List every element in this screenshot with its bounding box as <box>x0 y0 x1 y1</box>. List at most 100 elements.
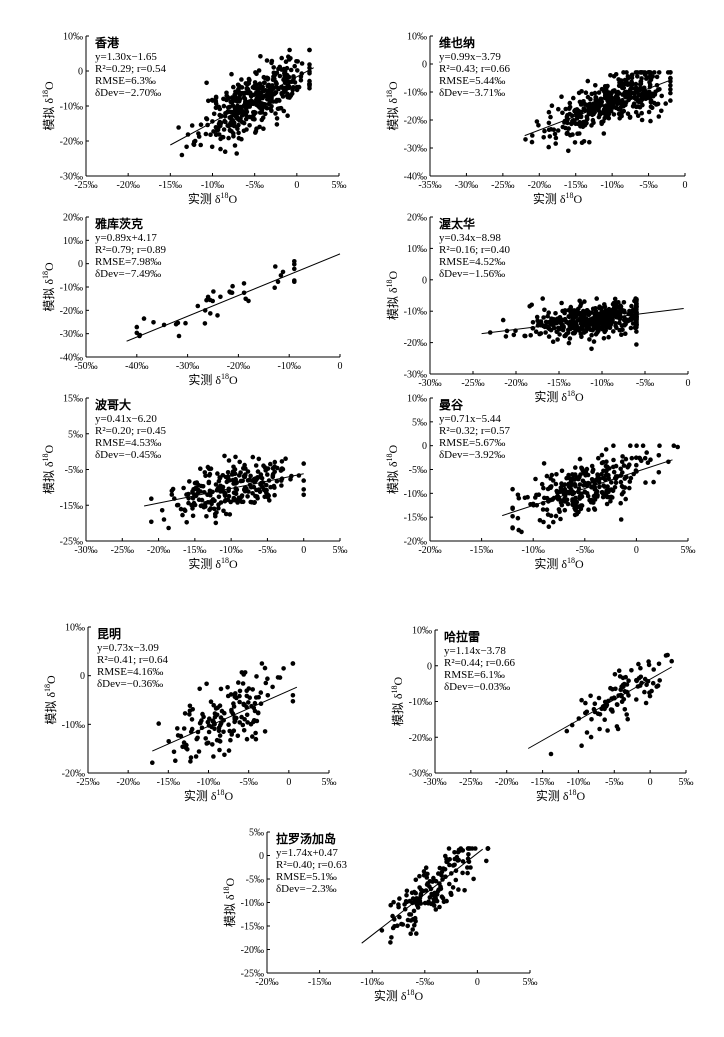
y-tick-label: -10‰ <box>404 307 427 318</box>
data-point <box>588 693 593 699</box>
data-point <box>171 749 177 755</box>
data-point <box>456 887 461 892</box>
data-point <box>590 306 596 312</box>
data-point <box>408 931 414 936</box>
data-point <box>577 496 582 501</box>
data-point <box>252 85 257 91</box>
data-point <box>566 106 572 111</box>
data-point <box>656 661 662 667</box>
data-point <box>229 707 234 713</box>
data-point <box>213 132 219 138</box>
data-point <box>572 108 577 114</box>
data-point <box>593 83 598 88</box>
data-point <box>232 719 237 725</box>
data-point <box>243 116 249 122</box>
data-point <box>278 273 284 278</box>
data-point <box>657 443 662 449</box>
data-point <box>389 935 394 940</box>
y-tick-label: -5‰ <box>246 875 264 886</box>
data-point <box>269 104 274 109</box>
data-point <box>190 495 196 501</box>
data-point <box>205 740 211 746</box>
data-point <box>634 322 639 327</box>
data-point <box>242 717 247 722</box>
y-axis-title-element: O <box>42 81 56 90</box>
x-axis-title-mass: 18 <box>216 788 224 797</box>
data-point <box>258 472 264 477</box>
data-point <box>621 697 627 702</box>
data-point <box>579 743 584 748</box>
y-axis-title-element: O <box>391 677 405 686</box>
data-point <box>629 455 635 461</box>
data-point <box>240 681 246 686</box>
data-point <box>431 893 437 898</box>
data-point <box>282 69 288 74</box>
y-axis-title: 模拟 δ18O <box>385 81 400 131</box>
data-point <box>668 83 673 88</box>
data-point <box>187 703 193 709</box>
data-point <box>239 85 245 90</box>
data-point <box>156 721 161 726</box>
data-point <box>226 135 231 141</box>
data-point <box>588 734 594 740</box>
data-point <box>218 715 224 720</box>
fit-annotation: RMSE=7.98‰ <box>95 256 161 268</box>
data-point <box>567 111 572 117</box>
data-point <box>622 310 627 315</box>
x-axis-title-element: O <box>228 192 237 206</box>
data-point <box>642 72 648 77</box>
y-tick-label: 5‰ <box>68 429 83 440</box>
x-tick-label: 5‰ <box>333 545 348 556</box>
data-point <box>408 918 414 923</box>
data-point <box>591 339 597 344</box>
fit-annotation: y=1.14x−3.78 <box>444 645 506 657</box>
data-point <box>452 850 457 855</box>
data-point <box>178 506 184 512</box>
data-point <box>221 103 227 109</box>
data-point <box>537 331 542 337</box>
data-point <box>435 888 441 894</box>
data-point <box>239 119 245 125</box>
data-point <box>263 468 269 473</box>
data-point <box>629 73 635 78</box>
y-tick-label: 0 <box>259 851 264 862</box>
data-point <box>566 148 571 154</box>
data-point <box>642 676 648 682</box>
data-point <box>232 471 238 477</box>
y-tick-label: -10‰ <box>62 720 85 731</box>
data-point <box>286 54 291 59</box>
data-point <box>618 479 624 485</box>
data-point <box>592 507 598 512</box>
data-point <box>253 102 259 107</box>
data-point <box>299 61 305 66</box>
data-point <box>616 106 621 112</box>
data-point <box>530 133 535 138</box>
x-axis-title-mass: 18 <box>220 191 228 200</box>
data-point <box>597 484 602 490</box>
data-point <box>637 82 643 87</box>
data-point <box>584 730 590 735</box>
x-tick-label: -15‰ <box>157 777 180 788</box>
data-point <box>288 67 294 73</box>
data-point <box>241 128 247 134</box>
data-point <box>585 308 590 313</box>
y-axis-title-prefix: 模拟 δ <box>386 461 400 494</box>
data-point <box>622 485 628 490</box>
fit-annotation: y=1.74x+0.47 <box>276 847 338 859</box>
data-point <box>233 481 238 486</box>
data-point <box>582 489 588 495</box>
y-axis-title-mass: 18 <box>385 90 394 98</box>
data-point <box>226 458 232 463</box>
x-tick-label: 5‰ <box>322 777 337 788</box>
data-point <box>216 121 222 127</box>
data-point <box>151 320 156 325</box>
data-point <box>554 472 559 477</box>
data-point <box>245 494 250 499</box>
data-point <box>543 330 548 335</box>
data-point <box>639 94 644 100</box>
data-point <box>235 126 240 131</box>
y-tick-label: 20‰ <box>63 213 83 224</box>
x-tick-label: -40‰ <box>125 361 148 372</box>
data-point <box>601 336 607 341</box>
data-point <box>656 453 662 458</box>
